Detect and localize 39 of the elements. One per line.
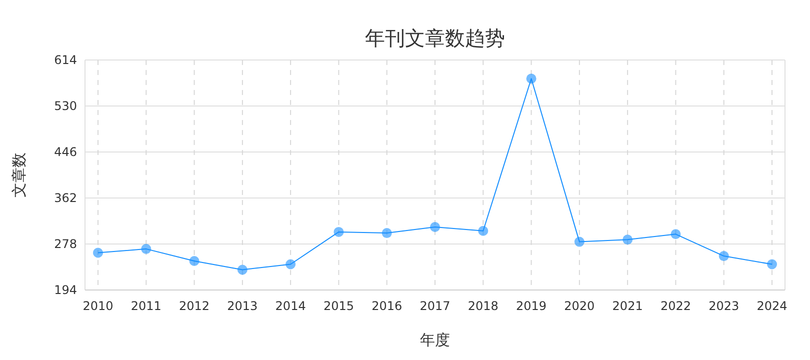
point [622,234,633,245]
point [334,226,344,237]
y-tick-label: 362 [54,191,77,205]
x-tick-label: 2014 [275,299,306,313]
point [93,248,103,258]
y-tick-label: 446 [54,145,77,159]
x-tick-label: 2019 [516,299,547,313]
x-tick-label: 2018 [468,299,498,313]
point [286,259,296,270]
x-tick-label: 2012 [179,299,210,313]
point [237,264,248,275]
x-tick-label: 2024 [756,299,788,313]
x-axis-title: 年度 [420,331,450,349]
y-tick-label: 194 [54,283,77,297]
point [574,236,584,247]
point [718,251,729,262]
y-tick-label: 614 [54,53,77,67]
x-tick-label: 2021 [612,299,643,313]
x-tick-label: 2020 [564,299,595,313]
chart-title: 年刊文章数趋势 [365,26,505,50]
point [526,74,536,84]
point [478,226,488,236]
x-tick-label: 2011 [130,299,162,313]
point [189,256,200,266]
x-tick-label: 2023 [708,299,740,313]
y-tick-label: 530 [54,99,77,113]
point [430,222,440,232]
y-axis-title: 文章数 [10,152,28,198]
point [767,259,777,270]
point [141,244,152,254]
x-tick-label: 2022 [660,299,691,313]
x-tick-label: 2010 [82,299,114,313]
x-tick-label: 2016 [372,299,402,313]
y-tick-label: 278 [54,237,77,251]
point [670,229,681,240]
point [382,228,392,238]
x-tick-label: 2013 [227,299,258,313]
x-tick-label: 2017 [420,299,450,313]
x-tick-label: 2015 [323,299,354,313]
